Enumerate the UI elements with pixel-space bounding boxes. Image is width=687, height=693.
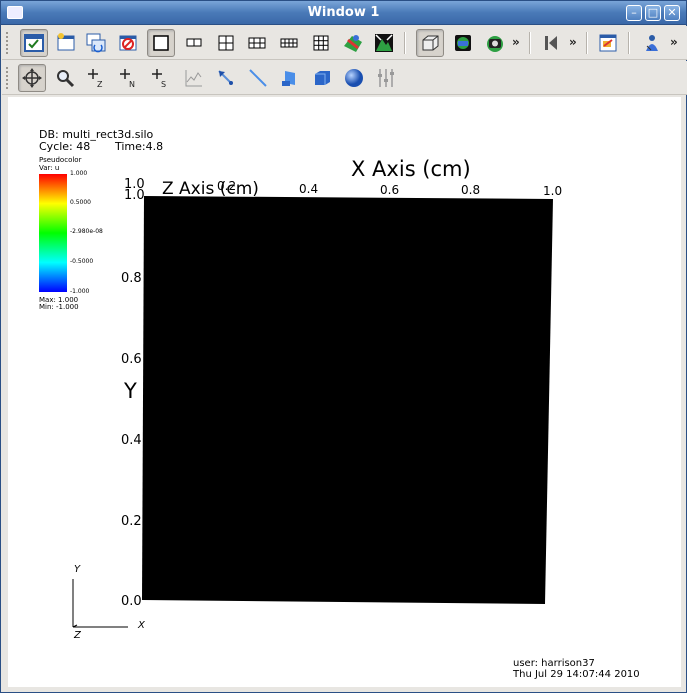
layout-2x4-icon[interactable] xyxy=(275,29,303,57)
legend-min: Min: -1.000 xyxy=(39,303,79,311)
y-tick: 0.6 xyxy=(121,352,142,367)
sphere-tool-icon[interactable] xyxy=(340,64,368,92)
line-tool-icon[interactable] xyxy=(244,64,272,92)
close-icon[interactable]: ✕ xyxy=(664,5,680,21)
x-tick: 0.6 xyxy=(380,183,400,197)
toolbar-separator xyxy=(529,32,531,54)
svg-text:Z: Z xyxy=(97,80,103,89)
plane-tool-icon[interactable] xyxy=(276,64,304,92)
db-label: DB: multi_rect3d.silo xyxy=(39,128,154,141)
y-tick: 0.0 xyxy=(121,594,142,609)
svg-text:N: N xyxy=(129,80,135,89)
curve-pick-icon[interactable] xyxy=(180,64,208,92)
spreadsheet-pick-icon[interactable]: S xyxy=(147,64,175,92)
annotation-icon[interactable] xyxy=(638,29,666,57)
triad-x: X xyxy=(138,620,145,631)
toolbar-separator xyxy=(628,32,630,54)
legend-tick: -0.5000 xyxy=(70,258,94,265)
z-tick: 1.0 xyxy=(124,177,145,192)
viz-canvas[interactable]: DB: multi_rect3d.silo Cycle: 48 Time:4.8… xyxy=(8,97,681,687)
delete-window-icon[interactable] xyxy=(114,29,142,57)
minimize-icon[interactable]: – xyxy=(626,5,642,21)
x-axis-title: X Axis (cm) xyxy=(351,157,471,181)
z-axis-title: Z Axis (cm) xyxy=(162,179,259,199)
svg-text:S: S xyxy=(161,80,166,89)
new-window-icon[interactable] xyxy=(52,29,80,57)
clone-window-icon[interactable] xyxy=(82,29,110,57)
invert-background-icon[interactable] xyxy=(339,29,367,57)
toolbar-overflow-1[interactable]: » xyxy=(512,35,520,49)
plot-area xyxy=(142,196,553,604)
legend-max: Max: 1.000 xyxy=(39,296,79,304)
node-pick-icon[interactable]: N xyxy=(115,64,143,92)
window-title: Window 1 xyxy=(307,5,380,20)
legend-tick: 1.000 xyxy=(70,170,88,177)
box-tool-icon[interactable] xyxy=(308,64,336,92)
toolbar-overflow-2[interactable]: » xyxy=(569,35,577,49)
y-tick: 0.4 xyxy=(121,433,142,448)
z-tick: 1.0 xyxy=(124,188,145,203)
layout-3x3-icon[interactable] xyxy=(307,29,335,57)
legend-title: Pseudocolor xyxy=(39,156,82,164)
window-toolbar: » » » xyxy=(2,26,687,60)
x-tick: 1.0 xyxy=(543,184,563,198)
save-window-icon[interactable] xyxy=(594,29,622,57)
point-tool-icon[interactable] xyxy=(212,64,240,92)
y-tick: 0.2 xyxy=(121,514,142,529)
date-label: Thu Jul 29 14:07:44 2010 xyxy=(513,669,640,680)
recenter-icon[interactable] xyxy=(370,29,398,57)
toolbar-separator xyxy=(404,32,406,54)
axis-restriction-icon[interactable] xyxy=(372,64,400,92)
x-tick: 0.4 xyxy=(299,182,319,196)
pseudocolor-plot xyxy=(142,196,553,604)
toolbar-grip[interactable] xyxy=(6,67,12,89)
x-tick: 0.2 xyxy=(217,179,237,193)
y-axis-title: Y xyxy=(124,379,137,403)
layout-2x3-icon[interactable] xyxy=(243,29,271,57)
cycle-label: Cycle: 48 xyxy=(39,140,91,153)
interaction-toolbar: Z N S xyxy=(2,61,687,95)
window-menu-icon[interactable] xyxy=(7,6,23,19)
maximize-icon[interactable]: □ xyxy=(645,5,661,21)
layout-2x2-icon[interactable] xyxy=(212,29,240,57)
toolbar-overflow-3[interactable]: » xyxy=(670,35,678,49)
legend-tick: -1.000 xyxy=(70,288,90,295)
lock-time-icon[interactable] xyxy=(481,29,509,57)
layout-1x1-icon[interactable] xyxy=(147,29,175,57)
zoom-icon[interactable] xyxy=(51,64,79,92)
lock-view-icon[interactable] xyxy=(449,29,477,57)
toolbar-separator xyxy=(586,32,588,54)
time-label: Time:4.8 xyxy=(115,140,164,153)
legend-tick: -2.980e-08 xyxy=(70,228,103,235)
triad-y: Y xyxy=(74,564,81,575)
legend-var: Var: u xyxy=(39,164,60,172)
zone-pick-icon[interactable]: Z xyxy=(83,64,111,92)
navigate-icon[interactable] xyxy=(18,64,46,92)
toolbar-grip[interactable] xyxy=(6,32,12,54)
legend-colorbar xyxy=(39,174,67,292)
axis-triad xyxy=(72,579,128,628)
user-label: user: harrison37 xyxy=(513,658,595,669)
interaction-mode-icon[interactable] xyxy=(20,29,48,57)
x-tick: 0.8 xyxy=(461,183,481,197)
perspective-box-icon[interactable] xyxy=(416,29,444,57)
legend-tick: 0.5000 xyxy=(70,199,91,206)
triad-z: Z xyxy=(74,630,81,641)
layout-1x2-icon[interactable] xyxy=(180,29,208,57)
y-tick: 0.8 xyxy=(121,271,142,286)
animation-icon[interactable] xyxy=(537,29,565,57)
title-bar[interactable]: Window 1 – □ ✕ xyxy=(1,1,686,25)
